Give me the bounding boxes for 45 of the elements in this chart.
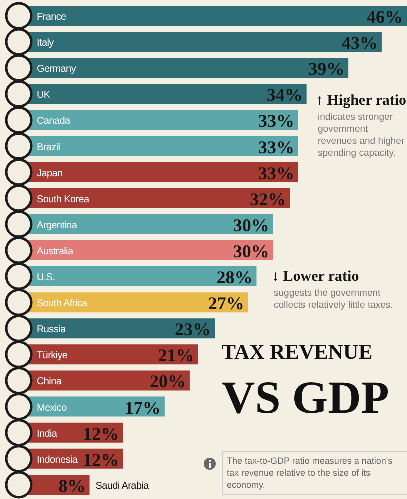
data-label: 33%: [258, 111, 294, 132]
y-tick-label: Russia: [37, 324, 67, 336]
y-tick-label: China: [37, 376, 62, 388]
y-tick-label: Saudi Arabia: [96, 480, 150, 492]
data-label: 21%: [158, 346, 194, 366]
annotation: ↓ Lower ratio: [272, 269, 360, 286]
annotation: The tax-to-GDP ratio measures a nation's tax revenue relative to the size of its economy.: [222, 451, 407, 495]
annotation: indicates stronger government revenues and higher spending capacity.: [318, 112, 406, 160]
data-label: 17%: [124, 398, 161, 418]
y-tick-label: Japan: [37, 168, 63, 180]
y-tick-label: Argentina: [37, 220, 78, 232]
y-tick-label: France: [37, 12, 68, 23]
y-tick-label: Germany: [37, 64, 76, 76]
y-tick-label: Canada: [37, 116, 71, 128]
data-label: 33%: [258, 163, 294, 184]
annotation: suggests the government collects relatively little taxes.: [274, 288, 394, 312]
y-tick-label: India: [37, 428, 58, 440]
data-label: 43%: [342, 33, 378, 54]
data-label: 20%: [150, 372, 186, 392]
y-tick-label: UK: [37, 90, 51, 102]
data-label: 8%: [58, 476, 86, 496]
y-tick-label: Mexico: [37, 402, 68, 414]
data-label: 34%: [266, 85, 303, 106]
data-label: 30%: [233, 241, 270, 262]
text: VS GDP: [222, 371, 390, 425]
y-tick-label: Italy: [37, 38, 54, 50]
data-label: 28%: [216, 268, 253, 288]
y-tick-label: South Africa: [37, 298, 88, 310]
data-label: 39%: [308, 59, 345, 80]
data-label: 46%: [367, 7, 403, 27]
y-tick-label: Indonesia: [37, 454, 78, 466]
data-label: 12%: [83, 450, 120, 470]
data-label: 23%: [175, 320, 211, 340]
y-tick-label: U.S.: [37, 272, 56, 284]
data-label: 27%: [208, 294, 244, 314]
annotation: ↑ Higher ratio: [316, 93, 407, 110]
y-tick-label: Australia: [37, 246, 74, 258]
y-tick-label: Türkiye: [37, 350, 68, 362]
y-tick-label: Brazil: [37, 142, 60, 154]
data-label: 30%: [233, 215, 270, 236]
data-label: 12%: [83, 424, 120, 444]
data-label: 33%: [258, 137, 294, 158]
data-label: 32%: [250, 189, 286, 210]
y-tick-label: South Korea: [37, 194, 90, 206]
text: TAX REVENUE: [222, 340, 373, 365]
